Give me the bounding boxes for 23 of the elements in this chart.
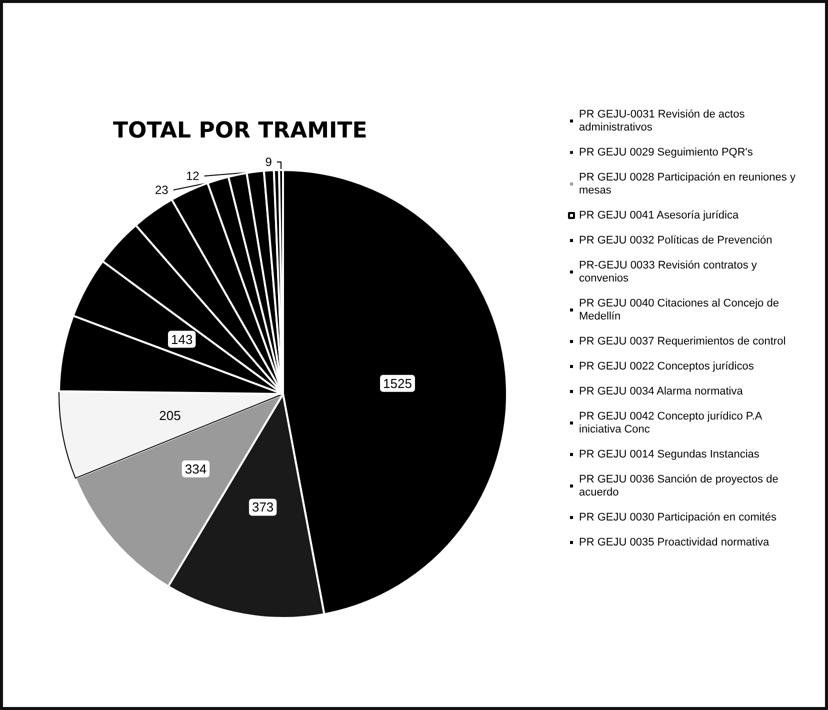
legend-label: PR GEJU 0022 Conceptos jurídicos xyxy=(579,360,754,372)
legend-label: PR GEJU 0034 Alarma normativa xyxy=(579,386,744,398)
data-label: 1525 xyxy=(383,376,412,391)
data-label: 23 xyxy=(154,183,169,198)
legend-label: PR GEJU 0040 Citaciones al Concejo de Medellín xyxy=(579,298,782,322)
legend-label: PR GEJU 0014 Segundas Instancias xyxy=(579,448,760,460)
legend-label: PR-GEJU 0033 Revisión contratos y convenios xyxy=(579,260,760,284)
legend-label: PR GEJU 0037 Requerimientos de control xyxy=(579,336,786,348)
chart-title: TOTAL POR TRAMITE xyxy=(113,118,368,144)
legend-label: PR GEJU 0035 Proactividad normativa xyxy=(579,536,770,548)
data-label: 143 xyxy=(170,332,193,347)
legend-label: PR GEJU 0030 Participación en comités xyxy=(579,512,777,524)
legend-label: PR GEJU-0031 Revisión de actos administrativos xyxy=(579,108,748,134)
legend-label: PR GEJU 0032 Políticas de Prevención xyxy=(579,234,772,246)
legend-label: PR GEJU 0029 Seguimiento PQR's xyxy=(579,146,754,158)
data-label: 9 xyxy=(265,155,272,170)
legend-label: PR GEJU 0028 Participación en reuniones y mesas xyxy=(579,172,799,196)
data-label: 205 xyxy=(159,408,181,423)
legend-label: PR GEJU 0042 Concepto jurídico P.A iniciativa Conc xyxy=(579,410,765,436)
legend-label: PR GEJU 0041 Asesoría jurídica xyxy=(579,210,740,222)
data-label: 373 xyxy=(252,500,274,515)
data-label: 334 xyxy=(184,461,207,476)
legend-label: PR GEJU 0036 Sanción de proyectos de acuerdo xyxy=(579,474,782,498)
